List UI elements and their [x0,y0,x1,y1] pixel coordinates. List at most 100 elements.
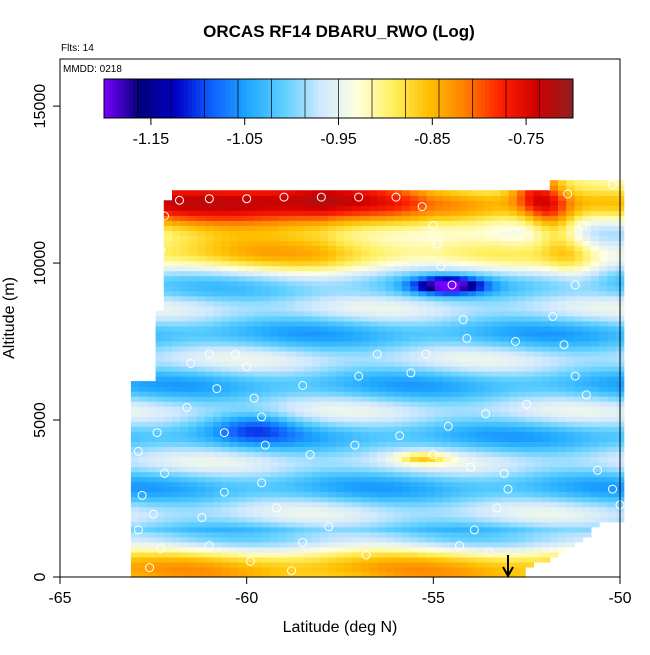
heatmap-cell [328,275,337,282]
heatmap-cell [516,345,526,352]
observation-point [231,349,240,359]
heatmap-cell [344,325,354,332]
heatmap-cell [393,431,403,437]
heatmap-cell [278,446,288,453]
heatmap-cell [303,260,313,267]
heatmap-cell [270,461,280,468]
heatmap-cell [237,516,247,523]
heatmap-cell [467,361,477,367]
colorbar-swatch [522,79,528,118]
heatmap-cell [254,466,263,473]
heatmap-cell [475,561,485,568]
heatmap-cell [213,366,222,372]
heatmap-cell [541,456,551,463]
heatmap-cell [254,355,263,362]
heatmap-cell [525,476,534,483]
heatmap-cell [229,566,239,573]
heatmap-cell [369,476,378,483]
heatmap-cell [319,200,329,206]
heatmap-cell [369,561,378,568]
heatmap-cell [303,240,313,247]
heatmap-cell [475,275,485,282]
heatmap-cell [467,571,477,578]
heatmap-cell [484,436,493,442]
heatmap-cell [237,285,247,292]
heatmap-cell [459,210,469,216]
heatmap-cell [607,270,617,277]
heatmap-cell [270,310,280,317]
heatmap-cell [599,210,608,216]
heatmap-cell [492,290,502,297]
colorbar-swatch [514,79,520,118]
heatmap-cell [221,421,231,427]
heatmap-cell [204,330,214,337]
heatmap-cell [278,250,288,257]
heatmap-cell [590,466,600,473]
heatmap-cell [262,275,272,282]
heatmap-cell [410,516,419,523]
heatmap-cell [599,411,608,417]
heatmap-cell [475,195,485,201]
heatmap-cell [385,491,395,498]
observation-point [257,478,267,488]
heatmap-cell [558,506,567,513]
heatmap-cell [590,456,600,463]
heatmap-cell [213,426,222,432]
heatmap-cell [484,406,493,412]
heatmap-cell [352,250,362,257]
heatmap-cell [311,270,321,277]
colorbar-swatch [225,79,231,118]
heatmap-cell [443,245,452,252]
heatmap-cell [352,516,362,523]
heatmap-cell [525,531,534,538]
heatmap-cell [574,230,584,237]
heatmap-cell [147,421,157,427]
heatmap-cell [344,491,354,498]
heatmap-cell [262,531,272,538]
heatmap-cell [418,240,428,247]
heatmap-cell [278,220,288,226]
heatmap-cell [328,406,337,412]
heatmap-cell [229,496,239,503]
heatmap-cell [139,391,148,397]
heatmap-cell [163,290,173,297]
heatmap-cell [295,421,305,427]
heatmap-layer [130,180,625,578]
colorbar-swatch [506,79,511,118]
heatmap-cell [270,476,280,483]
heatmap-cell [237,421,247,427]
heatmap-cell [484,566,493,573]
heatmap-cell [599,506,608,513]
heatmap-cell [262,376,272,382]
heatmap-cell [492,556,502,563]
heatmap-cell [180,335,190,342]
heatmap-cell [254,421,263,427]
heatmap-cell [352,230,362,237]
heatmap-cell [270,340,280,347]
heatmap-cell [130,406,140,412]
heatmap-cell [410,340,419,347]
heatmap-cell [172,501,181,508]
heatmap-cell [377,305,387,312]
heatmap-cell [188,526,198,533]
colorbar-swatch [376,79,381,118]
heatmap-cell [607,205,617,211]
heatmap-cell [180,466,190,473]
heatmap-cell [278,376,288,382]
heatmap-cell [295,245,305,252]
heatmap-cell [533,481,543,488]
heatmap-cell [196,300,206,307]
heatmap-cell [475,526,485,533]
heatmap-cell [541,260,551,267]
heatmap-cell [500,506,510,513]
heatmap-cell [303,250,313,257]
heatmap-cell [163,371,173,377]
heatmap-cell [262,315,272,322]
heatmap-cell [484,220,493,226]
heatmap-cell [319,401,329,407]
heatmap-cell [484,340,493,347]
heatmap-cell [525,230,534,237]
heatmap-cell [500,235,510,242]
heatmap-cell [484,335,493,342]
heatmap-cell [385,260,395,267]
